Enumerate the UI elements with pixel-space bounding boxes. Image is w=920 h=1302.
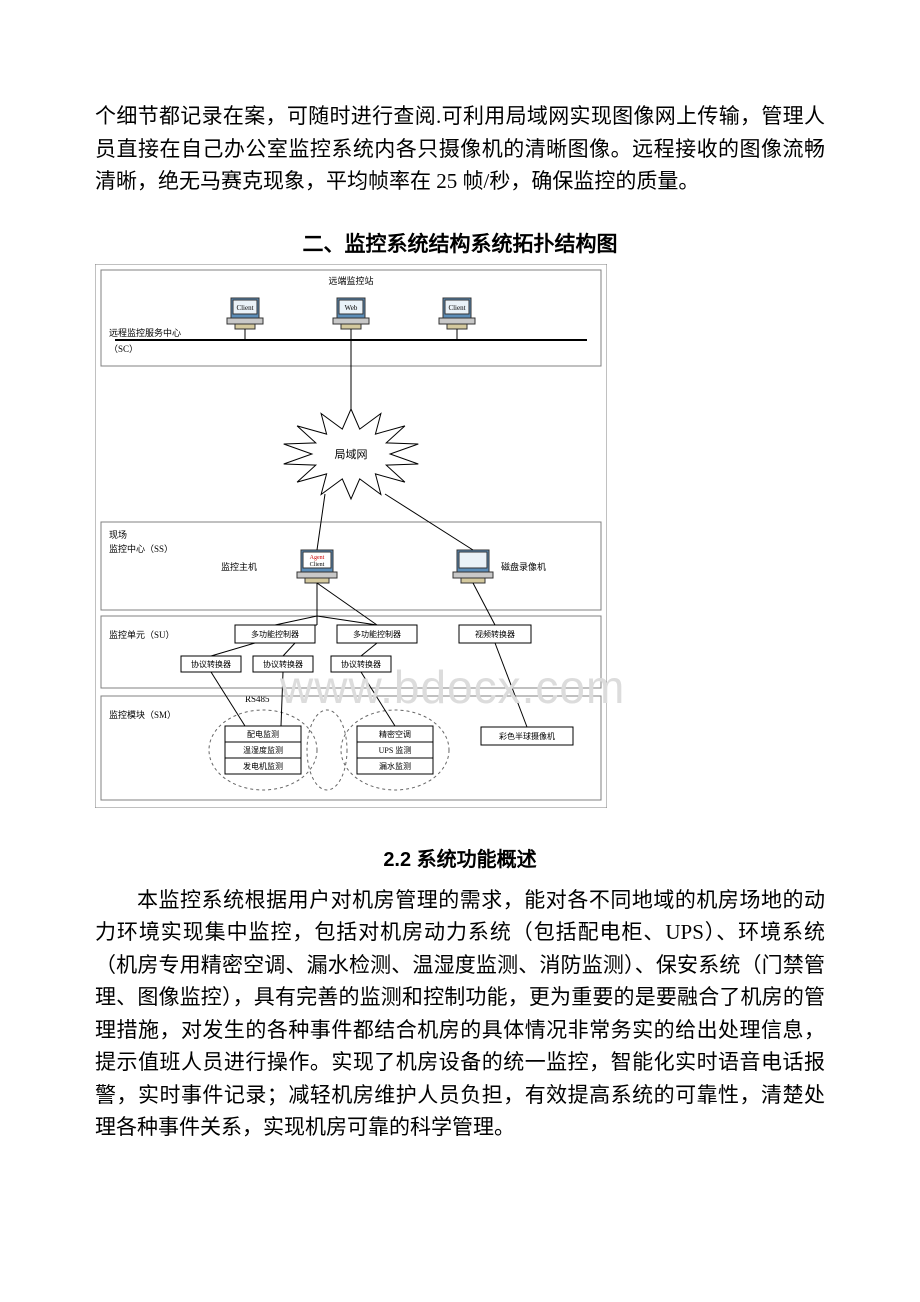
svg-text:温湿度监测: 温湿度监测 bbox=[243, 745, 283, 755]
svg-text:监控主机: 监控主机 bbox=[221, 561, 257, 572]
svg-text:协议转换器: 协议转换器 bbox=[341, 659, 381, 669]
svg-text:发电机监测: 发电机监测 bbox=[243, 761, 283, 771]
svg-text:配电监测: 配电监测 bbox=[247, 729, 279, 739]
svg-text:Client: Client bbox=[448, 304, 465, 312]
svg-text:监控单元（SU）: 监控单元（SU） bbox=[109, 629, 175, 640]
svg-text:磁盘录像机: 磁盘录像机 bbox=[501, 561, 546, 572]
svg-text:视频转换器: 视频转换器 bbox=[475, 629, 515, 639]
paragraph-1: 个细节都记录在案，可随时进行查阅.可利用局域网实现图像网上传输，管理人员直接在自… bbox=[95, 100, 825, 198]
svg-text:监控中心（SS）: 监控中心（SS） bbox=[109, 543, 173, 554]
svg-text:多功能控制器: 多功能控制器 bbox=[353, 629, 401, 639]
svg-text:（SC）: （SC） bbox=[109, 344, 138, 354]
paragraph-2: 本监控系统根据用户对机房管理的需求，能对各不同地域的机房场地的动力环境实现集中监… bbox=[95, 884, 825, 1144]
section-heading-2-2: 2.2 系统功能概述 bbox=[95, 843, 825, 872]
topology-diagram: 远端监控站 Client Web Client 远程监控服务中心 （SC） 局域网现场监控中… bbox=[95, 264, 607, 813]
svg-text:远程监控服务中心: 远程监控服务中心 bbox=[109, 327, 181, 338]
svg-text:Client: Client bbox=[310, 562, 325, 568]
svg-text:监控模块（SM）: 监控模块（SM） bbox=[109, 709, 176, 720]
svg-text:远端监控站: 远端监控站 bbox=[328, 275, 373, 286]
svg-text:协议转换器: 协议转换器 bbox=[263, 659, 303, 669]
svg-text:漏水监测: 漏水监测 bbox=[379, 761, 411, 771]
svg-text:Agent: Agent bbox=[310, 555, 325, 561]
svg-text:精密空调: 精密空调 bbox=[379, 729, 411, 739]
svg-text:协议转换器: 协议转换器 bbox=[191, 659, 231, 669]
svg-text:UPS 监测: UPS 监测 bbox=[379, 745, 412, 755]
svg-text:局域网: 局域网 bbox=[335, 448, 368, 461]
svg-text:Client: Client bbox=[236, 304, 253, 312]
section-heading-2: 二、监控系统结构系统拓扑结构图 bbox=[95, 228, 825, 258]
svg-text:Web: Web bbox=[345, 304, 358, 312]
svg-text:现场: 现场 bbox=[109, 530, 127, 540]
svg-text:多功能控制器: 多功能控制器 bbox=[251, 629, 299, 639]
svg-text:彩色半球摄像机: 彩色半球摄像机 bbox=[499, 731, 555, 741]
